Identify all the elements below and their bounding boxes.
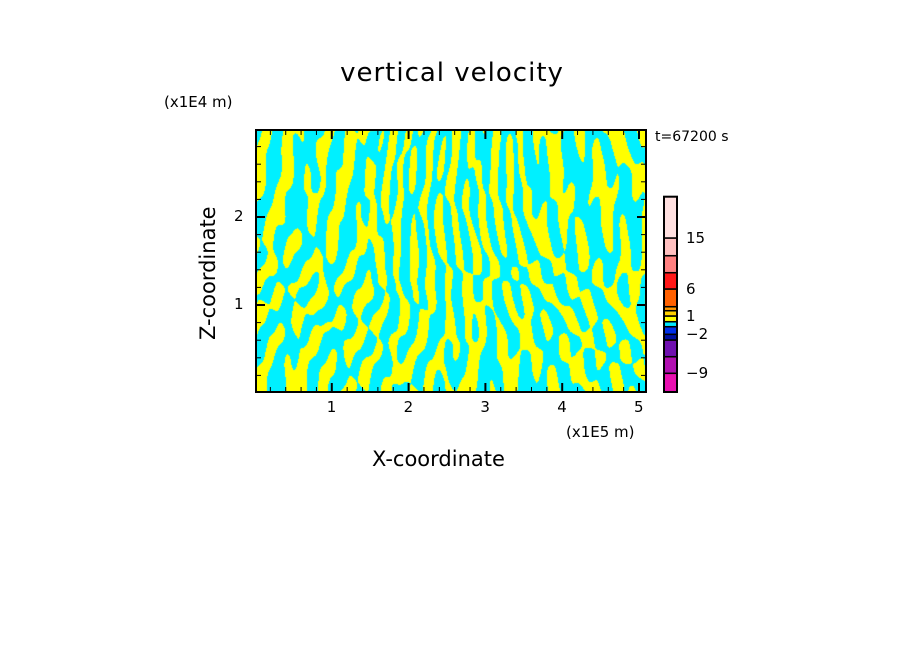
x-tick-label: 2 [403,398,414,416]
colorbar-segment [663,271,678,290]
x-tick-label: 5 [634,398,644,416]
colorbar-segment [663,333,678,341]
x-axis-label: X-coordinate [372,447,505,471]
colorbar-segment [663,320,678,328]
colorbar-segment [663,339,678,358]
x-unit-label: (x1E5 m) [566,423,635,441]
colorbar-segment [663,195,678,239]
velocity-field [256,130,646,392]
colorbar-label: 6 [686,280,696,298]
colorbar-segment [663,355,678,375]
y-tick-label: 2 [234,207,244,225]
colorbar-border [663,195,678,393]
colorbar-label: 15 [686,229,706,247]
colorbar-segment [663,372,678,393]
chart-title: vertical velocity [340,58,564,88]
y-unit-label: (x1E4 m) [164,93,233,111]
x-tick-label: 3 [480,398,490,416]
x-tick-label: 1 [326,398,337,416]
y-tick-label: 1 [234,295,244,313]
x-tick-label: 4 [557,398,567,416]
colorbar-label: −2 [686,325,709,344]
colorbar-segment [663,315,678,323]
colorbar-segment [663,309,678,317]
colorbar-label: −9 [686,364,709,383]
colorbar-segment [663,288,678,308]
colorbar-segment [663,254,678,274]
colorbar-segment [663,237,678,257]
time-label: t=67200 s [655,129,729,145]
colorbar-label: 1 [686,307,696,325]
colorbar-segment [663,325,678,336]
plot-border [255,129,647,393]
